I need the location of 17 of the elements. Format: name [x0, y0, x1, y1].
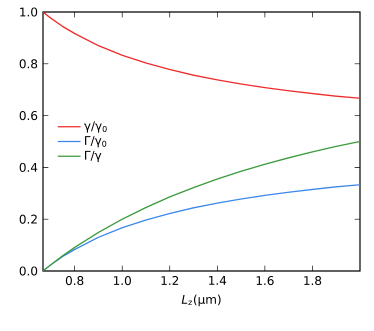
x-tick-label: 1.4	[209, 276, 226, 285]
y-tick-label: 0.0	[20, 266, 38, 276]
legend-label: Γ/γ$_{0}$	[85, 136, 106, 148]
x-tick-label: 1.8	[304, 276, 322, 286]
y-tick-label: 0.2	[20, 214, 37, 224]
legend-label: Γ/γ	[85, 150, 102, 162]
legend-label: γ/γ$_{0}$	[84, 121, 107, 133]
y-tick-label: 0.8	[20, 59, 38, 68]
x-tick-label: 1.2	[162, 276, 178, 285]
x-axis-title: L$_{z}$(μm)	[182, 294, 221, 306]
y-tick-label: 0.6	[20, 111, 38, 120]
x-tick-label: 0.8	[66, 276, 84, 286]
y-tick-label: 1.0	[20, 7, 38, 17]
x-tick-label: 1.0	[114, 276, 131, 286]
x-tick-label: 1.6	[256, 276, 274, 286]
line-series	[43, 12, 360, 99]
y-tick-label: 0.4	[20, 162, 38, 172]
